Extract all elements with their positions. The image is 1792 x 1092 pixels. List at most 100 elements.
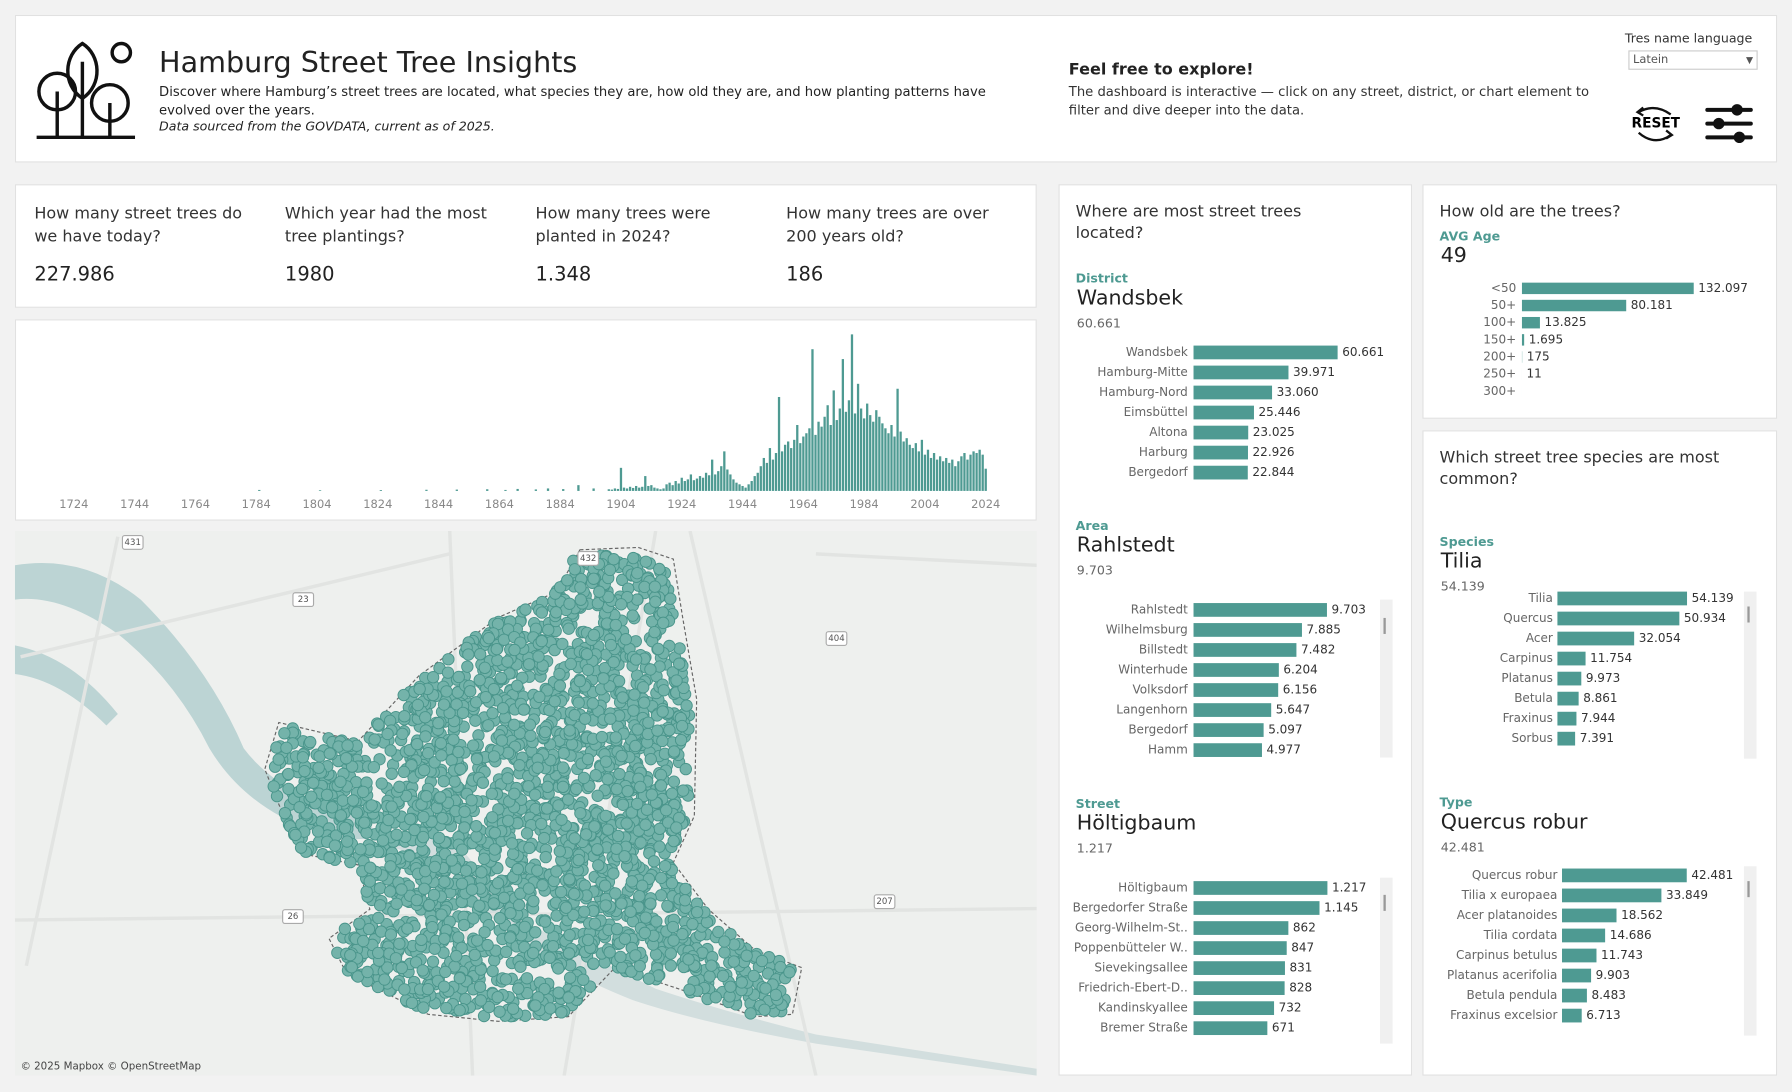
value-label: 25.446 [1259,405,1301,419]
category-label: Georg-Wilhelm-St.. [1075,921,1188,935]
category-label: Altona [1149,425,1188,439]
value-label: 33.849 [1666,888,1708,902]
category-label: Fraxinus [1503,711,1553,725]
bar[interactable] [1522,317,1540,328]
bar[interactable] [1194,921,1289,935]
value-label: 22.926 [1253,445,1295,459]
bar[interactable] [1194,426,1249,440]
bar[interactable] [1557,732,1575,746]
category-label: Betula pendula [1466,988,1557,1002]
selected-value: 54.139 [1441,579,1485,594]
bar[interactable] [1194,623,1302,637]
value-label: 862 [1293,921,1316,935]
bar[interactable] [1194,703,1272,717]
selected-value: 60.661 [1077,316,1121,331]
selected: Quercus robur [1441,810,1588,834]
bar[interactable] [1562,869,1687,883]
bar[interactable] [1194,901,1320,915]
bar[interactable] [1194,743,1262,757]
kpi-question: How many trees were planted in 2024? [536,203,771,249]
category-label: Kandinskyallee [1098,1001,1188,1015]
scroll-thumb [1383,618,1385,634]
category-label: Betula [1514,691,1553,705]
selected-value: 42.481 [1441,840,1485,855]
category-label: Friedrich-Ebert-D.. [1078,981,1188,995]
category-label: Sievekingsallee [1094,961,1187,975]
value-label: 828 [1289,981,1312,995]
bar[interactable] [1562,969,1591,983]
bar[interactable] [1557,632,1634,646]
value-label: 39.971 [1293,365,1335,379]
bar[interactable] [1194,406,1254,420]
value-label: 7.482 [1301,642,1335,656]
value-label: 14.686 [1610,928,1652,942]
bar[interactable] [1194,446,1248,460]
field-label: Species [1440,534,1494,549]
bar[interactable] [1194,603,1327,617]
value-label: 9.903 [1596,968,1630,982]
bar[interactable] [1557,712,1576,726]
category-label: Volksdorf [1133,683,1189,697]
bar[interactable] [1562,989,1587,1003]
bar[interactable] [1562,1009,1582,1023]
bar[interactable] [1522,300,1626,311]
bar[interactable] [1194,881,1328,895]
value-label: 13.825 [1545,315,1587,329]
value-label: 32.054 [1639,631,1681,645]
bar[interactable] [1194,1001,1275,1015]
value-label: 4.977 [1267,743,1301,757]
field-label: Type [1440,795,1473,810]
value-label: 8.861 [1583,691,1617,705]
category-label: Hamburg-Mitte [1097,365,1187,379]
panel-title: How old are the trees? [1440,201,1726,223]
selected: Rahlstedt [1077,533,1175,557]
value-label: 671 [1272,1021,1295,1035]
bar[interactable] [1562,889,1661,903]
bar[interactable] [1562,929,1605,943]
value-label: 7.944 [1581,711,1615,725]
selected-value: 1.217 [1077,841,1113,856]
scroll-thumb [1383,895,1385,911]
value-label: 6.713 [1586,1008,1620,1022]
bar[interactable] [1557,672,1581,686]
category-label: Carpinus betulus [1456,948,1557,962]
category-label: Platanus acerifolia [1447,968,1557,982]
bar[interactable] [1194,981,1285,995]
category-label: <50 [1491,281,1516,295]
bar[interactable] [1194,683,1279,697]
bar[interactable] [1194,1021,1268,1035]
bar[interactable] [1557,692,1578,706]
value-label: 1.145 [1324,901,1358,915]
value-label: 1.695 [1529,332,1563,346]
bar[interactable] [1194,723,1264,737]
category-label: Carpinus [1500,651,1553,665]
bar[interactable] [1194,366,1289,380]
category-label: Bergedorfer Straße [1073,901,1188,915]
bar[interactable] [1562,949,1596,963]
bar[interactable] [1194,961,1285,975]
bar[interactable] [1562,909,1617,923]
bar[interactable] [1557,652,1585,666]
category-label: Langenhorn [1116,703,1188,717]
bar[interactable] [1557,592,1687,606]
bar[interactable] [1522,283,1694,294]
bar[interactable] [1194,663,1279,677]
kpi-question: How many trees are over 200 years old? [786,203,1021,249]
bar[interactable] [1522,334,1524,345]
selected: Tilia [1441,549,1483,573]
bar[interactable] [1194,386,1273,400]
category-label: Tilia [1528,591,1553,605]
bar[interactable] [1557,612,1679,626]
kpi-value: 1980 [285,263,335,286]
bar[interactable] [1194,346,1338,360]
bar[interactable] [1194,941,1287,955]
category-label: Bergedorf [1128,723,1188,737]
bar[interactable] [1194,466,1248,480]
bar[interactable] [1194,643,1297,657]
value-label: 5.647 [1276,703,1310,717]
value-label: 8.483 [1591,988,1625,1002]
field-label: AVG Age [1440,229,1501,244]
category-label: Quercus [1503,611,1553,625]
kpi-value: 186 [786,263,823,286]
